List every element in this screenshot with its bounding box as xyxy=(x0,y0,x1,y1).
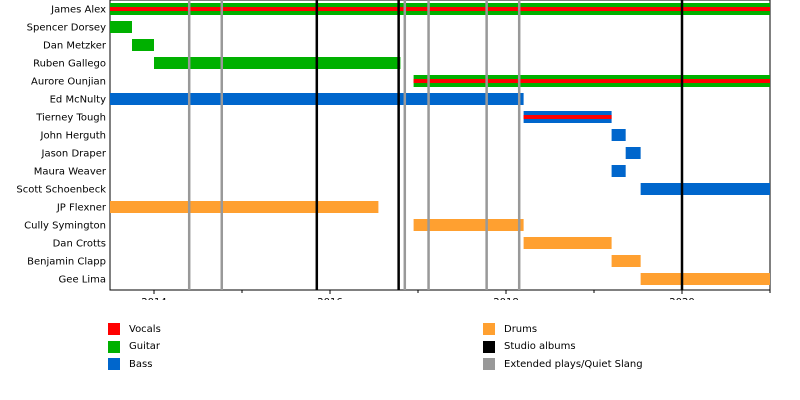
legend-item: Extended plays/Quiet Slang xyxy=(483,357,643,371)
tenure-bar xyxy=(523,237,612,249)
x-tick-label: 2020 xyxy=(669,297,694,300)
tenure-bar xyxy=(154,57,401,69)
tenure-bar xyxy=(611,165,626,177)
legend-label: Studio albums xyxy=(504,341,576,352)
legend-label: Extended plays/Quiet Slang xyxy=(504,358,643,370)
legend-swatch xyxy=(108,358,120,370)
member-label: Ed McNulty xyxy=(50,95,106,106)
tenure-bar xyxy=(640,183,770,195)
x-tick-label: 2016 xyxy=(317,297,342,300)
legend-swatch xyxy=(483,323,495,335)
member-label: Benjamin Clapp xyxy=(27,257,106,268)
legend-swatch xyxy=(483,340,495,353)
legend-item: Vocals xyxy=(108,322,161,336)
member-label: Spencer Dorsey xyxy=(27,23,106,34)
x-tick-label: 2018 xyxy=(493,297,518,300)
legend-label: Guitar xyxy=(129,341,161,352)
legend-swatch xyxy=(483,358,495,370)
member-label: Gee Lima xyxy=(59,275,106,286)
tenure-bar xyxy=(640,273,770,285)
member-label: JP Flexner xyxy=(56,203,107,214)
member-label: Tierney Tough xyxy=(35,113,106,124)
tenure-bar-secondary xyxy=(110,7,770,11)
tenure-bar xyxy=(611,255,641,267)
member-label: Ruben Gallego xyxy=(33,59,106,70)
plot-frame xyxy=(109,0,771,291)
legend-label: Vocals xyxy=(129,323,161,335)
x-tick-label: 2014 xyxy=(141,297,166,300)
tenure-bar xyxy=(110,201,379,213)
member-label: James Alex xyxy=(50,5,106,16)
tenure-bar xyxy=(132,39,154,51)
tenure-bar-secondary xyxy=(413,79,770,83)
member-label: Aurore Ounjian xyxy=(31,77,106,88)
tenure-bar xyxy=(110,21,132,33)
legend-item: Studio albums xyxy=(483,340,576,354)
legend-item: Drums xyxy=(483,322,537,336)
band-members-timeline: James Alex Spencer Dorsey Dan Metzker Ruben… xyxy=(16,0,771,300)
member-label: Cully Symington xyxy=(24,221,106,232)
legend-label: Drums xyxy=(504,323,538,335)
tenure-bar-secondary xyxy=(523,115,612,119)
tenure-bar xyxy=(625,147,641,159)
legend-label: Bass xyxy=(129,358,153,370)
member-label: Dan Crotts xyxy=(53,239,106,250)
legend-item: Bass xyxy=(108,357,152,371)
tenure-bar xyxy=(413,219,524,231)
legend-item: Guitar xyxy=(108,340,160,354)
legend-swatch xyxy=(108,340,120,353)
member-label: Jason Draper xyxy=(41,149,107,160)
legend-swatch xyxy=(108,323,120,335)
tenure-bar xyxy=(611,129,626,141)
member-label: Maura Weaver xyxy=(34,167,107,178)
member-label: Scott Schoenbeck xyxy=(16,185,106,196)
member-label: John Herguth xyxy=(40,131,106,142)
member-label: Dan Metzker xyxy=(43,41,107,52)
